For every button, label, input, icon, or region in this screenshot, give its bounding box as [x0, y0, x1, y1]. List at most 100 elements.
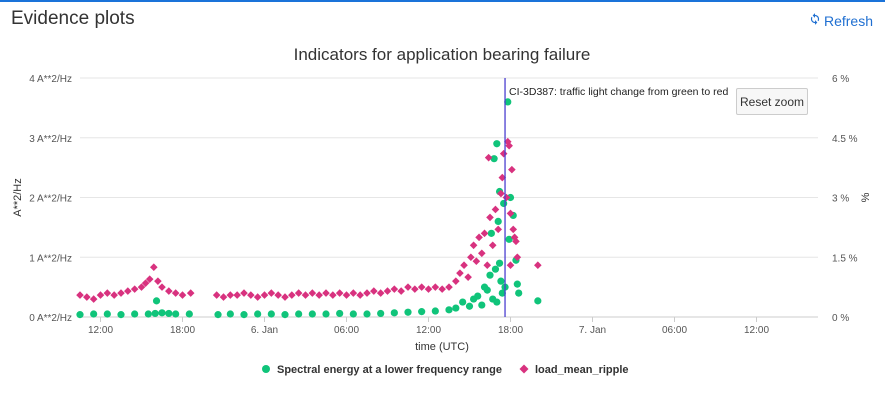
data-point-spectral-energy	[494, 217, 502, 225]
reset-zoom-button[interactable]: Reset zoom	[736, 88, 808, 115]
data-point-load-mean-ripple	[480, 229, 489, 238]
data-point-load-mean-ripple	[212, 291, 221, 299]
data-point-load-mean-ripple	[494, 225, 502, 234]
x-tick-label: 12:00	[744, 325, 769, 336]
data-point-load-mean-ripple	[124, 287, 132, 295]
data-point-load-mean-ripple	[424, 285, 433, 293]
x-tick-label: 18:00	[170, 325, 195, 336]
y-left-tick-label: 2 A**2/Hz	[29, 194, 72, 205]
data-point-load-mean-ripple	[154, 277, 162, 285]
data-point-spectral-energy	[487, 229, 495, 237]
data-point-spectral-energy	[214, 311, 222, 319]
data-point-spectral-energy	[144, 310, 152, 318]
x-tick-label: 06:00	[334, 325, 359, 336]
data-point-load-mean-ripple	[503, 137, 512, 146]
data-point-load-mean-ripple	[456, 269, 464, 277]
data-point-load-mean-ripple	[226, 291, 235, 299]
data-point-spectral-energy	[322, 310, 330, 318]
data-point-load-mean-ripple	[165, 287, 173, 295]
data-point-load-mean-ripple	[117, 289, 125, 297]
data-point-load-mean-ripple	[488, 241, 497, 250]
data-point-load-mean-ripple	[370, 287, 378, 295]
data-point-load-mean-ripple	[178, 291, 187, 299]
data-point-spectral-energy	[465, 302, 474, 310]
data-point-load-mean-ripple	[186, 289, 195, 297]
x-tick-label: 6. Jan	[251, 325, 278, 336]
data-point-load-mean-ripple	[137, 283, 146, 291]
x-tick-label: 7. Jan	[579, 325, 606, 336]
data-point-spectral-energy	[267, 310, 275, 318]
data-point-spectral-energy	[513, 280, 521, 288]
data-point-load-mean-ripple	[150, 263, 158, 272]
data-point-spectral-energy	[491, 265, 500, 273]
data-point-load-mean-ripple	[460, 261, 468, 270]
data-point-load-mean-ripple	[438, 285, 446, 293]
data-point-load-mean-ripple	[294, 289, 303, 297]
evidence-chart[interactable]: Indicators for application bearing failu…	[0, 38, 885, 405]
data-point-load-mean-ripple	[240, 289, 248, 297]
data-point-spectral-energy	[534, 297, 542, 305]
data-point-spectral-energy	[336, 309, 344, 318]
data-point-load-mean-ripple	[141, 279, 150, 287]
legend-marker-spectral-energy	[262, 365, 270, 373]
data-point-load-mean-ripple	[467, 253, 475, 262]
page-title: Evidence plots	[11, 8, 135, 29]
data-point-load-mean-ripple	[356, 291, 364, 299]
refresh-button[interactable]: Refresh	[808, 12, 873, 29]
data-point-spectral-energy	[152, 297, 161, 305]
data-point-load-mean-ripple	[233, 291, 241, 299]
x-axis-label: time (UTC)	[415, 341, 469, 353]
data-point-load-mean-ripple	[390, 285, 399, 293]
y-left-tick-label: 0 A**2/Hz	[29, 313, 72, 324]
data-point-spectral-energy	[295, 310, 303, 318]
data-point-spectral-energy	[515, 289, 523, 297]
data-point-load-mean-ripple	[506, 261, 515, 270]
data-point-load-mean-ripple	[472, 257, 481, 266]
data-point-spectral-energy	[495, 259, 504, 267]
data-point-spectral-energy	[505, 235, 513, 243]
data-point-load-mean-ripple	[513, 253, 522, 262]
data-point-spectral-energy	[103, 310, 111, 318]
data-point-load-mean-ripple	[509, 225, 518, 234]
data-point-spectral-energy	[493, 140, 501, 148]
y-right-tick-label: 0 %	[832, 313, 849, 324]
data-point-spectral-energy	[158, 309, 166, 317]
data-point-load-mean-ripple	[349, 289, 358, 297]
data-point-spectral-energy	[474, 292, 482, 300]
data-point-load-mean-ripple	[397, 287, 405, 295]
legend-marker-load-mean-ripple	[519, 364, 529, 374]
data-point-spectral-energy	[506, 193, 515, 202]
data-point-spectral-energy	[151, 309, 159, 318]
y-right-tick-label: 4.5 %	[832, 134, 858, 145]
data-point-spectral-energy	[226, 310, 234, 318]
data-point-spectral-energy	[478, 301, 486, 309]
data-point-load-mean-ripple	[478, 249, 486, 258]
y-left-tick-label: 3 A**2/Hz	[29, 134, 72, 145]
data-point-spectral-energy	[254, 310, 262, 318]
data-point-load-mean-ripple	[267, 289, 276, 297]
data-point-spectral-energy	[486, 271, 494, 279]
data-point-load-mean-ripple	[534, 261, 542, 270]
data-point-load-mean-ripple	[219, 293, 228, 301]
data-point-load-mean-ripple	[363, 289, 371, 297]
data-point-spectral-energy	[240, 311, 248, 319]
data-point-load-mean-ripple	[83, 293, 91, 301]
data-point-spectral-energy	[498, 289, 506, 297]
y-left-tick-label: 4 A**2/Hz	[29, 74, 72, 85]
data-point-load-mean-ripple	[253, 293, 262, 301]
data-point-load-mean-ripple	[96, 291, 105, 299]
data-point-load-mean-ripple	[417, 283, 426, 291]
data-point-load-mean-ripple	[445, 283, 453, 291]
data-point-load-mean-ripple	[411, 285, 419, 293]
data-point-spectral-energy	[349, 310, 357, 318]
data-point-load-mean-ripple	[510, 233, 519, 242]
data-point-load-mean-ripple	[376, 289, 385, 297]
chart-title: Indicators for application bearing failu…	[294, 45, 591, 64]
data-point-load-mean-ripple	[76, 291, 84, 299]
data-point-spectral-energy	[90, 310, 98, 318]
data-point-load-mean-ripple	[498, 173, 507, 182]
data-point-load-mean-ripple	[404, 283, 412, 291]
data-point-load-mean-ripple	[508, 165, 516, 174]
y-right-tick-label: 3 %	[832, 194, 849, 205]
data-point-load-mean-ripple	[342, 291, 351, 299]
